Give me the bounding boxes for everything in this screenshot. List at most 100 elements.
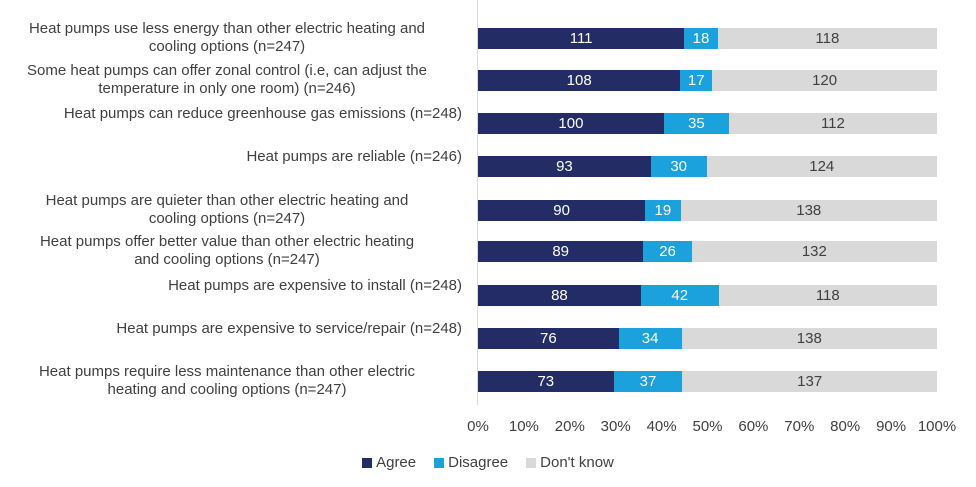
bar-segment-disagree: 17 (680, 70, 713, 91)
bar-segment-don-t-know: 118 (717, 28, 937, 49)
legend-item: Disagree (434, 454, 508, 471)
category-label-line: Heat pumps require less maintenance than… (38, 362, 416, 380)
data-label: 37 (639, 373, 657, 390)
data-label: 111 (569, 30, 593, 47)
category-label: Heat pumps offer better value than other… (0, 233, 462, 269)
data-label: 132 (801, 243, 827, 260)
x-tick-label: 10% (508, 418, 539, 435)
category-label: Heat pumps require less maintenance than… (0, 363, 462, 399)
bar-segment-agree: 73 (478, 371, 614, 392)
category-label: Heat pumps can reduce greenhouse gas emi… (0, 105, 462, 123)
data-label: 138 (796, 330, 822, 347)
legend: Agree Disagree Don't know (0, 454, 976, 471)
x-tick-label: 30% (600, 418, 631, 435)
bar-segment-disagree: 26 (643, 241, 692, 262)
data-label: 19 (654, 202, 672, 219)
bar-segment-don-t-know: 120 (712, 70, 937, 91)
data-label: 138 (796, 202, 822, 219)
x-tick-label: 60% (738, 418, 769, 435)
bar-segment-disagree: 35 (663, 113, 729, 134)
bar-segment-agree: 76 (478, 328, 619, 349)
bar-segment-don-t-know: 138 (680, 200, 937, 221)
bar-segment-disagree: 34 (618, 328, 682, 349)
data-label: 26 (659, 243, 676, 260)
data-label: 89 (552, 243, 570, 260)
category-label-line: Heat pumps use less energy than other el… (28, 19, 426, 37)
category-label-line: Heat pumps are expensive to install (n=2… (168, 276, 462, 294)
data-label: 108 (566, 72, 592, 89)
legend-swatch (434, 457, 445, 468)
data-label: 73 (537, 373, 555, 390)
legend-swatch (362, 457, 373, 468)
x-tick-label: 40% (646, 418, 677, 435)
data-label: 137 (797, 373, 823, 390)
data-label: 124 (809, 158, 835, 175)
category-label: Heat pumps are quieter than other electr… (0, 192, 462, 228)
data-label: 42 (671, 287, 689, 304)
legend-swatch (526, 457, 537, 468)
x-tick-label: 20% (554, 418, 585, 435)
bar-segment-disagree: 18 (684, 28, 718, 49)
bar-segment-disagree: 30 (650, 156, 707, 177)
legend-label: Disagree (448, 454, 509, 471)
x-tick-label: 50% (692, 418, 723, 435)
data-label: 90 (553, 202, 570, 219)
bar-segment-agree: 88 (478, 285, 641, 306)
data-label: 34 (641, 330, 659, 347)
data-label: 88 (551, 287, 568, 304)
category-label-line: Some heat pumps can offer zonal control … (27, 61, 427, 79)
x-tick-label: 0% (467, 418, 489, 435)
category-label: Some heat pumps can offer zonal control … (0, 62, 462, 98)
data-label: 18 (692, 30, 710, 47)
data-label: 100 (558, 115, 584, 132)
bar-segment-don-t-know: 112 (728, 113, 937, 134)
category-label-line: cooling options (n=247) (148, 209, 306, 227)
data-label: 118 (815, 287, 840, 304)
bar-segment-disagree: 37 (613, 371, 683, 392)
category-label-line: cooling options (n=247) (148, 37, 306, 55)
data-label: 76 (539, 330, 557, 347)
category-label: Heat pumps are reliable (n=246) (0, 148, 462, 166)
bar-segment-don-t-know: 132 (691, 241, 937, 262)
bar-segment-agree: 108 (478, 70, 681, 91)
data-label: 35 (688, 115, 705, 132)
bar-segment-agree: 111 (478, 28, 685, 49)
legend-item: Don't know (526, 454, 614, 471)
category-label-line: temperature in only one room) (n=246) (98, 79, 356, 97)
bar-segment-don-t-know: 118 (718, 285, 937, 306)
x-tick-label: 100% (917, 418, 957, 435)
category-label-line: Heat pumps are expensive to service/repa… (116, 319, 462, 337)
category-label-line: and cooling options (n=247) (134, 250, 320, 268)
bar-segment-don-t-know: 138 (681, 328, 937, 349)
category-label: Heat pumps are expensive to install (n=2… (0, 277, 462, 295)
data-label: 112 (820, 115, 845, 132)
legend-label: Agree (376, 454, 417, 471)
bar-segment-disagree: 19 (645, 200, 681, 221)
bar-segment-don-t-know: 137 (682, 371, 937, 392)
category-label-line: Heat pumps are quieter than other electr… (45, 191, 409, 209)
bar-segment-disagree: 42 (640, 285, 719, 306)
bar-segment-agree: 90 (478, 200, 646, 221)
category-label-line: Heat pumps offer better value than other… (39, 232, 415, 250)
data-label: 118 (815, 30, 840, 47)
data-label: 30 (670, 158, 688, 175)
category-label-line: heating and cooling options (n=247) (107, 380, 347, 398)
legend-label: Don't know (540, 454, 614, 471)
category-label-line: Heat pumps can reduce greenhouse gas emi… (63, 104, 462, 122)
x-tick-label: 70% (784, 418, 815, 435)
bar-segment-agree: 100 (478, 113, 664, 134)
x-tick-label: 80% (830, 418, 861, 435)
bar-segment-don-t-know: 124 (706, 156, 937, 177)
data-label: 93 (556, 158, 573, 175)
x-tick-label: 90% (876, 418, 907, 435)
legend-item: Agree (362, 454, 416, 471)
category-label-line: Heat pumps are reliable (n=246) (246, 147, 462, 165)
category-axis-line (477, 0, 478, 405)
data-label: 17 (687, 72, 705, 89)
data-label: 120 (812, 72, 838, 89)
category-label: Heat pumps are expensive to service/repa… (0, 320, 462, 338)
category-label: Heat pumps use less energy than other el… (0, 20, 462, 56)
bar-segment-agree: 89 (478, 241, 644, 262)
bar-segment-agree: 93 (478, 156, 651, 177)
